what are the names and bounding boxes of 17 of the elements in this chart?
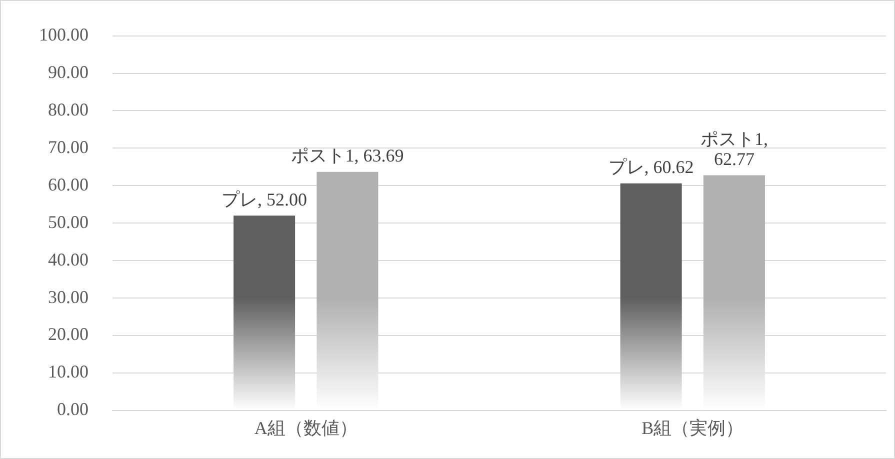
y-tick-label: 90.00 <box>48 62 88 82</box>
y-tick-label: 60.00 <box>48 174 88 194</box>
data-label: ポスト1, 63.69 <box>291 146 404 166</box>
y-tick-label: 10.00 <box>48 362 88 382</box>
y-tick-label: 30.00 <box>48 286 88 307</box>
x-tick-label: B組（実例） <box>642 418 744 438</box>
y-tick-label: 0.00 <box>57 399 88 420</box>
y-tick-label: 100.00 <box>39 24 88 45</box>
data-label: プレ, 60.62 <box>608 157 694 178</box>
data-label: ポスト1, 62.77 <box>700 129 768 169</box>
y-tick-label: 50.00 <box>48 212 88 232</box>
y-tick-label: 40.00 <box>48 249 88 270</box>
y-tick-label: 80.00 <box>48 99 88 120</box>
data-label: プレ, 52.00 <box>222 189 308 210</box>
y-tick-label: 20.00 <box>48 324 88 344</box>
x-tick-label: A組（数値） <box>254 418 358 438</box>
y-tick-label: 70.00 <box>48 136 88 157</box>
